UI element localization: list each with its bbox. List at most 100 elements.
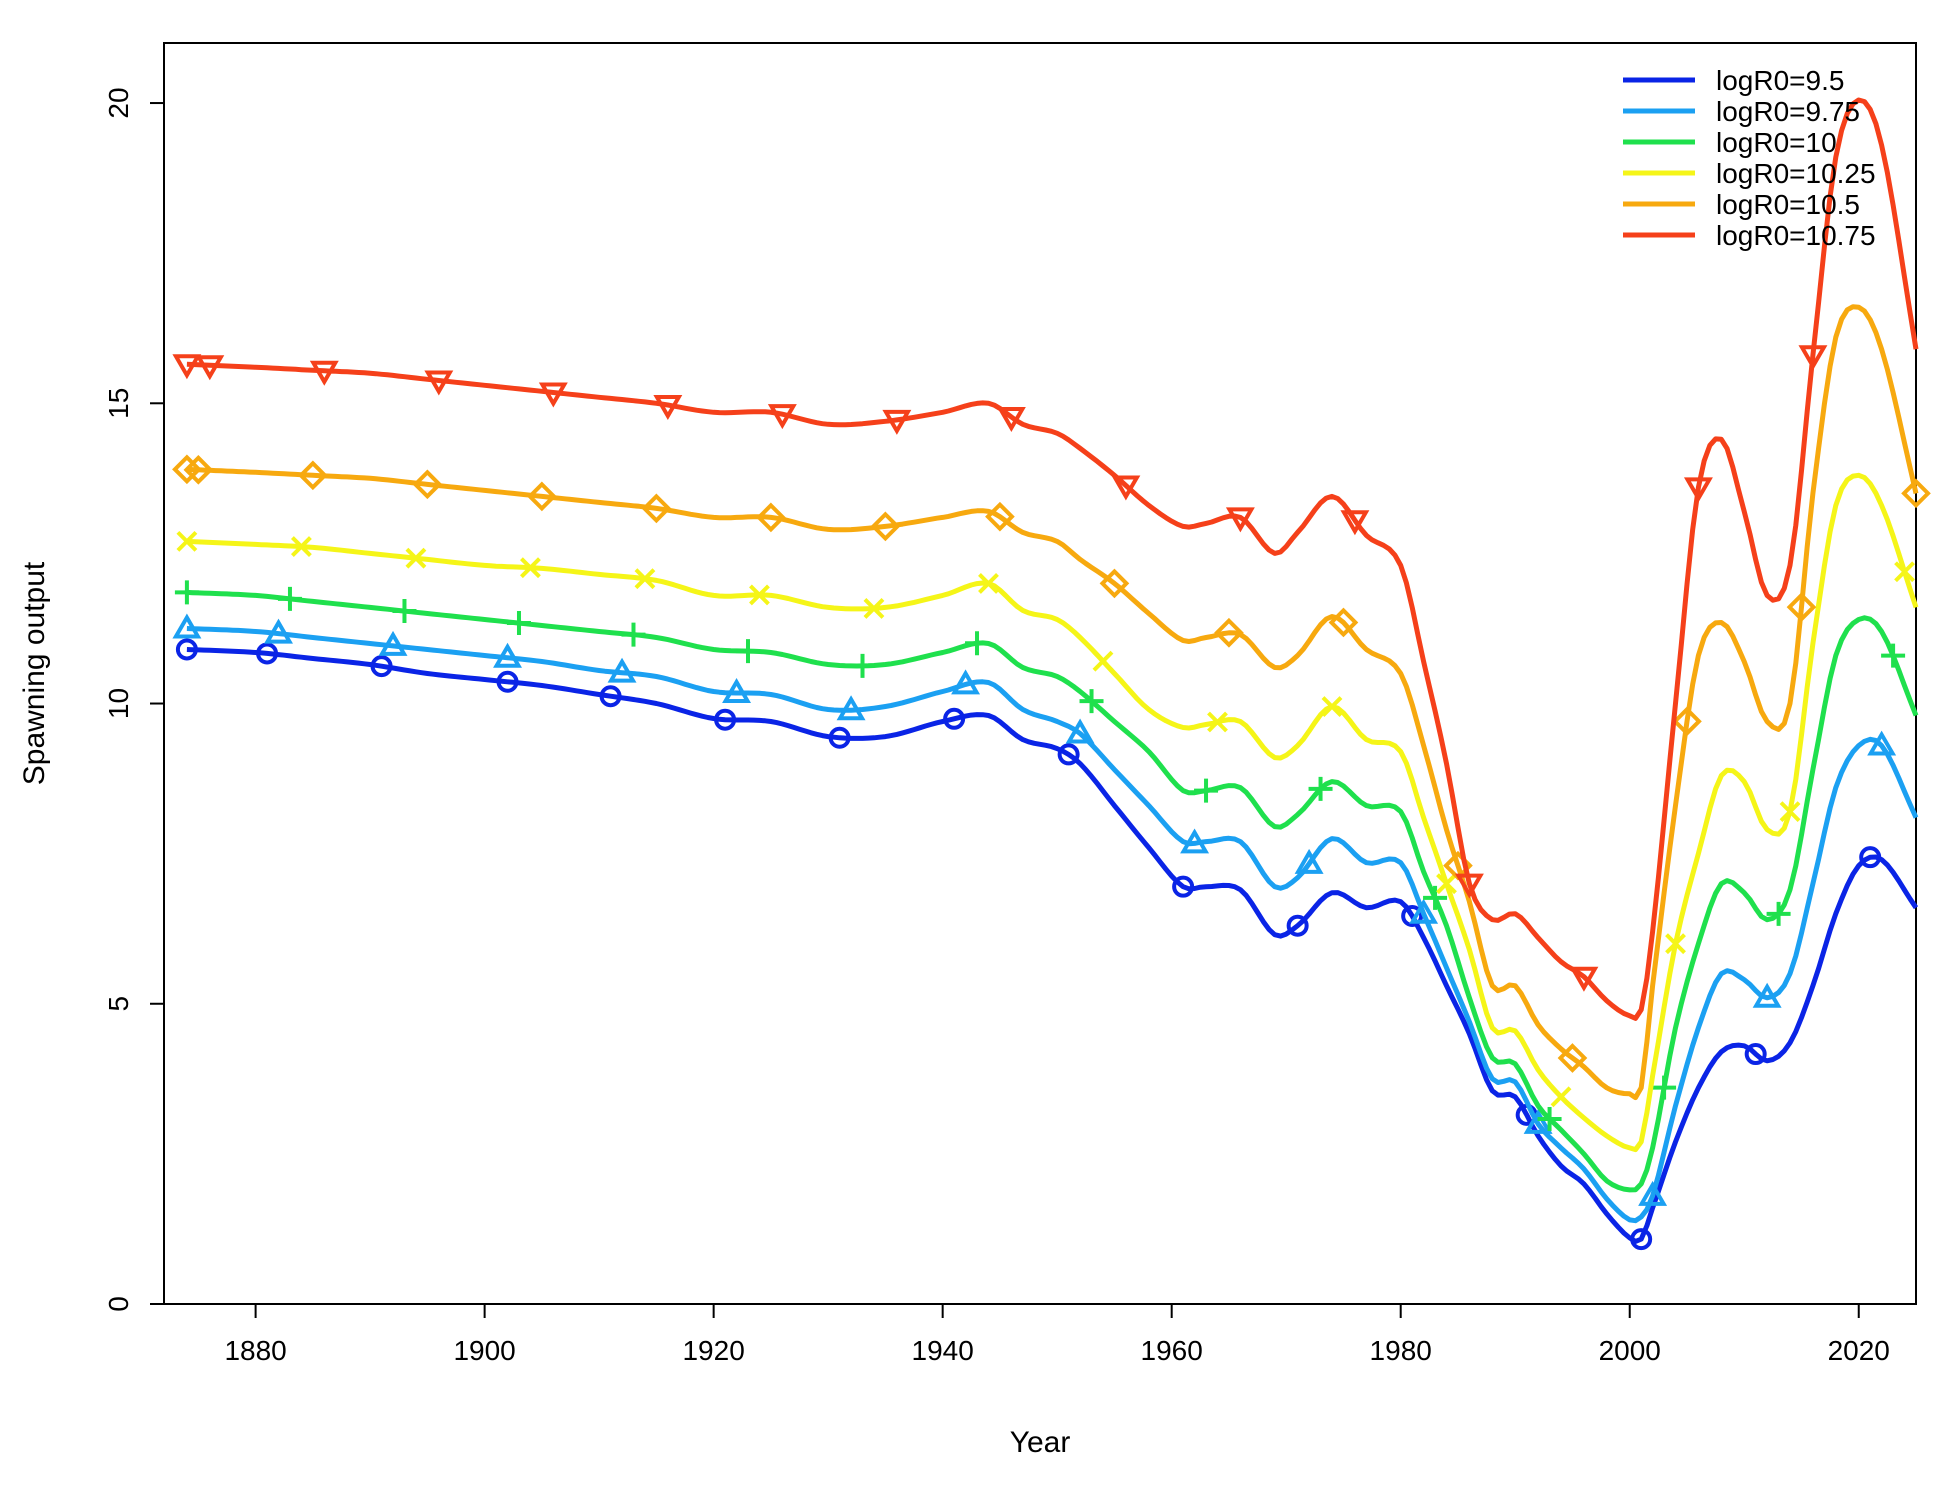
legend-label: logR0=10.25 — [1716, 158, 1876, 189]
data-point-marker — [749, 584, 770, 606]
data-point-marker — [1308, 776, 1333, 801]
data-point-marker — [298, 460, 328, 491]
series-5 — [172, 304, 1931, 1101]
data-point-marker — [1401, 904, 1424, 927]
data-point-marker — [1409, 898, 1439, 924]
data-point-marker — [736, 639, 760, 664]
data-point-marker — [1180, 828, 1210, 854]
y-tick-label: 15 — [103, 388, 134, 419]
x-tick-label: 2020 — [1828, 1335, 1890, 1366]
data-point-marker — [1752, 982, 1782, 1008]
data-point-marker — [172, 454, 202, 485]
data-point-marker — [256, 642, 279, 665]
data-point-marker — [264, 618, 293, 644]
data-point-marker — [520, 557, 541, 579]
data-point-marker — [1537, 1106, 1562, 1131]
data-point-marker — [290, 536, 312, 558]
data-point-marker — [634, 568, 656, 590]
data-point-marker — [599, 685, 622, 708]
data-point-marker — [405, 547, 427, 569]
legend-label: logR0=10.5 — [1716, 189, 1860, 220]
y-tick-label: 20 — [103, 87, 134, 118]
series-1 — [175, 638, 1919, 1251]
data-point-marker — [641, 493, 672, 524]
data-point-marker — [1779, 801, 1801, 823]
data-point-marker — [1225, 507, 1255, 533]
data-point-marker — [1786, 592, 1817, 622]
x-tick-label: 2000 — [1599, 1335, 1661, 1366]
legend-label: logR0=10.75 — [1716, 220, 1876, 251]
data-point-marker — [175, 638, 198, 661]
data-point-marker — [506, 611, 531, 636]
data-point-marker — [1194, 778, 1219, 803]
data-point-marker — [496, 670, 519, 693]
data-point-marker — [309, 360, 339, 386]
data-point-marker — [1207, 711, 1228, 733]
data-point-marker — [378, 630, 408, 656]
series-2 — [172, 613, 1919, 1224]
data-point-marker — [176, 530, 198, 552]
data-point-marker — [653, 395, 683, 421]
data-point-marker — [277, 586, 302, 611]
data-point-marker — [1550, 1086, 1572, 1108]
series-layer — [172, 97, 1931, 1251]
data-point-marker — [1423, 885, 1448, 910]
data-point-marker — [863, 597, 885, 619]
data-point-marker — [621, 622, 646, 647]
data-point-marker — [943, 707, 966, 730]
data-point-marker — [370, 655, 393, 678]
series-line — [186, 472, 1919, 1153]
data-point-marker — [392, 599, 417, 624]
series-line — [186, 589, 1919, 1193]
data-point-marker — [1340, 510, 1370, 536]
data-point-marker — [985, 501, 1015, 532]
data-point-marker — [870, 511, 901, 542]
series-6 — [172, 97, 1919, 1021]
data-point-marker — [1894, 561, 1915, 583]
data-point-marker — [1214, 617, 1244, 648]
data-point-marker — [1079, 689, 1104, 714]
data-point-marker — [538, 382, 568, 408]
data-point-marker — [1099, 568, 1130, 599]
data-point-marker — [1523, 1108, 1553, 1134]
data-point-marker — [996, 407, 1026, 433]
data-point-marker — [1859, 846, 1882, 869]
data-point-marker — [1454, 873, 1484, 899]
x-tick-label: 1920 — [682, 1335, 744, 1366]
data-point-marker — [1665, 933, 1686, 955]
plot-frame — [163, 42, 1917, 1305]
data-point-marker — [756, 502, 786, 533]
data-point-marker — [965, 631, 990, 656]
legend-label: logR0=10 — [1716, 127, 1837, 158]
data-point-marker — [882, 409, 912, 435]
data-point-marker — [850, 653, 875, 678]
series-line — [186, 626, 1919, 1224]
data-point-marker — [722, 678, 752, 704]
legend-label: logR0=9.5 — [1716, 65, 1844, 96]
x-tick-label: 1900 — [453, 1335, 515, 1366]
data-point-marker — [1766, 901, 1791, 926]
legend-label: logR0=9.75 — [1716, 96, 1860, 127]
data-point-marker — [828, 726, 851, 749]
data-point-marker — [1328, 607, 1359, 638]
data-point-marker — [1111, 475, 1141, 501]
series-4 — [176, 472, 1919, 1153]
data-point-marker — [1867, 730, 1897, 756]
data-point-marker — [1901, 478, 1931, 509]
y-tick-label: 10 — [103, 688, 134, 719]
y-tick-label: 5 — [103, 996, 134, 1012]
data-point-marker — [1286, 914, 1309, 937]
series-line — [186, 304, 1919, 1101]
data-point-marker — [493, 642, 522, 668]
data-point-marker — [1557, 1043, 1588, 1073]
data-point-marker — [978, 573, 999, 594]
data-point-marker — [424, 370, 454, 396]
data-point-marker — [1569, 966, 1599, 992]
data-point-marker — [1065, 718, 1095, 744]
data-point-marker — [1630, 1228, 1653, 1251]
data-point-marker — [767, 404, 797, 430]
data-point-marker — [607, 657, 637, 683]
data-point-marker — [1672, 706, 1702, 737]
data-point-marker — [412, 469, 443, 500]
x-tick-label: 1960 — [1141, 1335, 1203, 1366]
